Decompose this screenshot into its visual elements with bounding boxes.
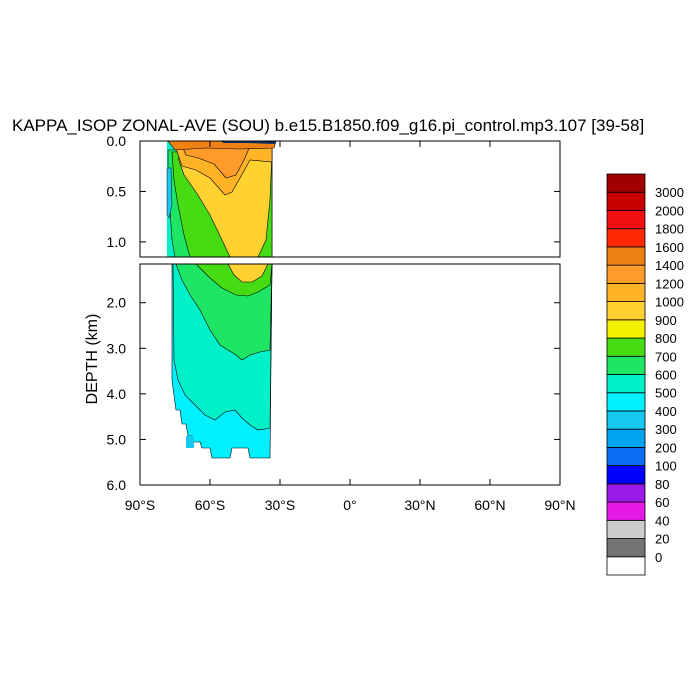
colorbar-swatch bbox=[606, 355, 646, 375]
colorbar-label: 0 bbox=[655, 550, 662, 565]
colorbar-label: 20 bbox=[655, 532, 669, 547]
colorbar-swatch bbox=[606, 538, 646, 558]
y-tick-label: 0.0 bbox=[107, 133, 127, 149]
x-tick-label: 60°S bbox=[195, 497, 226, 513]
y-tick-label: 0.5 bbox=[107, 183, 127, 199]
colorbar-label: 400 bbox=[655, 404, 677, 419]
colorbar-label: 700 bbox=[655, 349, 677, 364]
colorbar-swatch bbox=[606, 210, 646, 230]
colorbar-label: 80 bbox=[655, 477, 669, 492]
colorbar-label: 100 bbox=[655, 459, 677, 474]
x-tick-label: 30°N bbox=[404, 497, 435, 513]
colorbar-swatch bbox=[606, 465, 646, 485]
colorbar-swatch bbox=[606, 173, 646, 193]
field-lower-900 bbox=[227, 264, 269, 283]
colorbar-swatch bbox=[606, 428, 646, 448]
colorbar-label: 1400 bbox=[655, 258, 684, 273]
x-tick-label: 90°N bbox=[544, 497, 575, 513]
colorbar-label: 900 bbox=[655, 313, 677, 328]
field-upper-900 bbox=[177, 151, 273, 257]
colorbar-label: 300 bbox=[655, 422, 677, 437]
chart-title: KAPPA_ISOP ZONAL-AVE (SOU) b.e15.B1850.f… bbox=[12, 116, 644, 135]
lower-panel bbox=[139, 263, 561, 486]
colorbar-label: 40 bbox=[655, 513, 669, 528]
colorbar-swatch bbox=[606, 319, 646, 339]
colorbar-label: 1600 bbox=[655, 240, 684, 255]
field-upper-1200 bbox=[181, 145, 251, 179]
y-tick-label: 6.0 bbox=[107, 477, 127, 493]
y-tick-label: 3.0 bbox=[107, 340, 127, 356]
colorbar-swatch bbox=[606, 264, 646, 284]
y-axis-label: DEPTH (km) bbox=[84, 314, 101, 405]
x-tick-label: 30°S bbox=[265, 497, 296, 513]
colorbar-swatch bbox=[606, 519, 646, 539]
colorbar-swatch bbox=[606, 447, 646, 467]
colorbar-label: 800 bbox=[655, 331, 677, 346]
x-tick-label: 60°N bbox=[474, 497, 505, 513]
colorbar-swatch bbox=[606, 191, 646, 211]
colorbar-swatch bbox=[606, 483, 646, 503]
y-tick-label: 5.0 bbox=[107, 431, 127, 447]
colorbar-label: 600 bbox=[655, 368, 677, 383]
axis-ticks: 90°S 60°S 30°S 0° 30°N 60°N 90°N 0.0 0.5 1.0 2.0 3.… bbox=[107, 133, 576, 513]
colorbar-label: 3000 bbox=[655, 185, 684, 200]
y-tick-label: 2.0 bbox=[107, 295, 127, 311]
x-tick-label: 0° bbox=[343, 497, 356, 513]
colorbar-label: 200 bbox=[655, 440, 677, 455]
colorbar-swatch bbox=[606, 246, 646, 266]
colorbar-swatch bbox=[606, 337, 646, 357]
colorbar-swatch bbox=[606, 374, 646, 394]
colorbar-swatch bbox=[606, 556, 646, 576]
colorbar-swatch bbox=[606, 228, 646, 248]
field-upper-surface bbox=[167, 141, 277, 151]
colorbar: 0 20 40 60 80 100 200 300 400 500 600 700 800 900 1000… bbox=[606, 173, 684, 576]
field-lower-300 bbox=[186, 436, 194, 448]
x-tick-label: 90°S bbox=[125, 497, 156, 513]
colorbar-label: 1000 bbox=[655, 295, 684, 310]
y-tick-label: 1.0 bbox=[107, 234, 127, 250]
colorbar-swatch bbox=[606, 501, 646, 521]
colorbar-swatch bbox=[606, 301, 646, 321]
colorbar-swatch bbox=[606, 282, 646, 302]
field-upper-west-streaks bbox=[166, 167, 173, 219]
y-tick-label: 4.0 bbox=[107, 386, 127, 402]
colorbar-label: 2000 bbox=[655, 203, 684, 218]
colorbar-label: 500 bbox=[655, 386, 677, 401]
colorbar-swatch bbox=[606, 392, 646, 412]
colorbar-swatch bbox=[606, 410, 646, 430]
colorbar-label: 1200 bbox=[655, 276, 684, 291]
field-upper-surface-dark bbox=[220, 141, 276, 144]
colorbar-label: 1800 bbox=[655, 222, 684, 237]
upper-panel bbox=[139, 140, 561, 258]
colorbar-label: 60 bbox=[655, 495, 669, 510]
